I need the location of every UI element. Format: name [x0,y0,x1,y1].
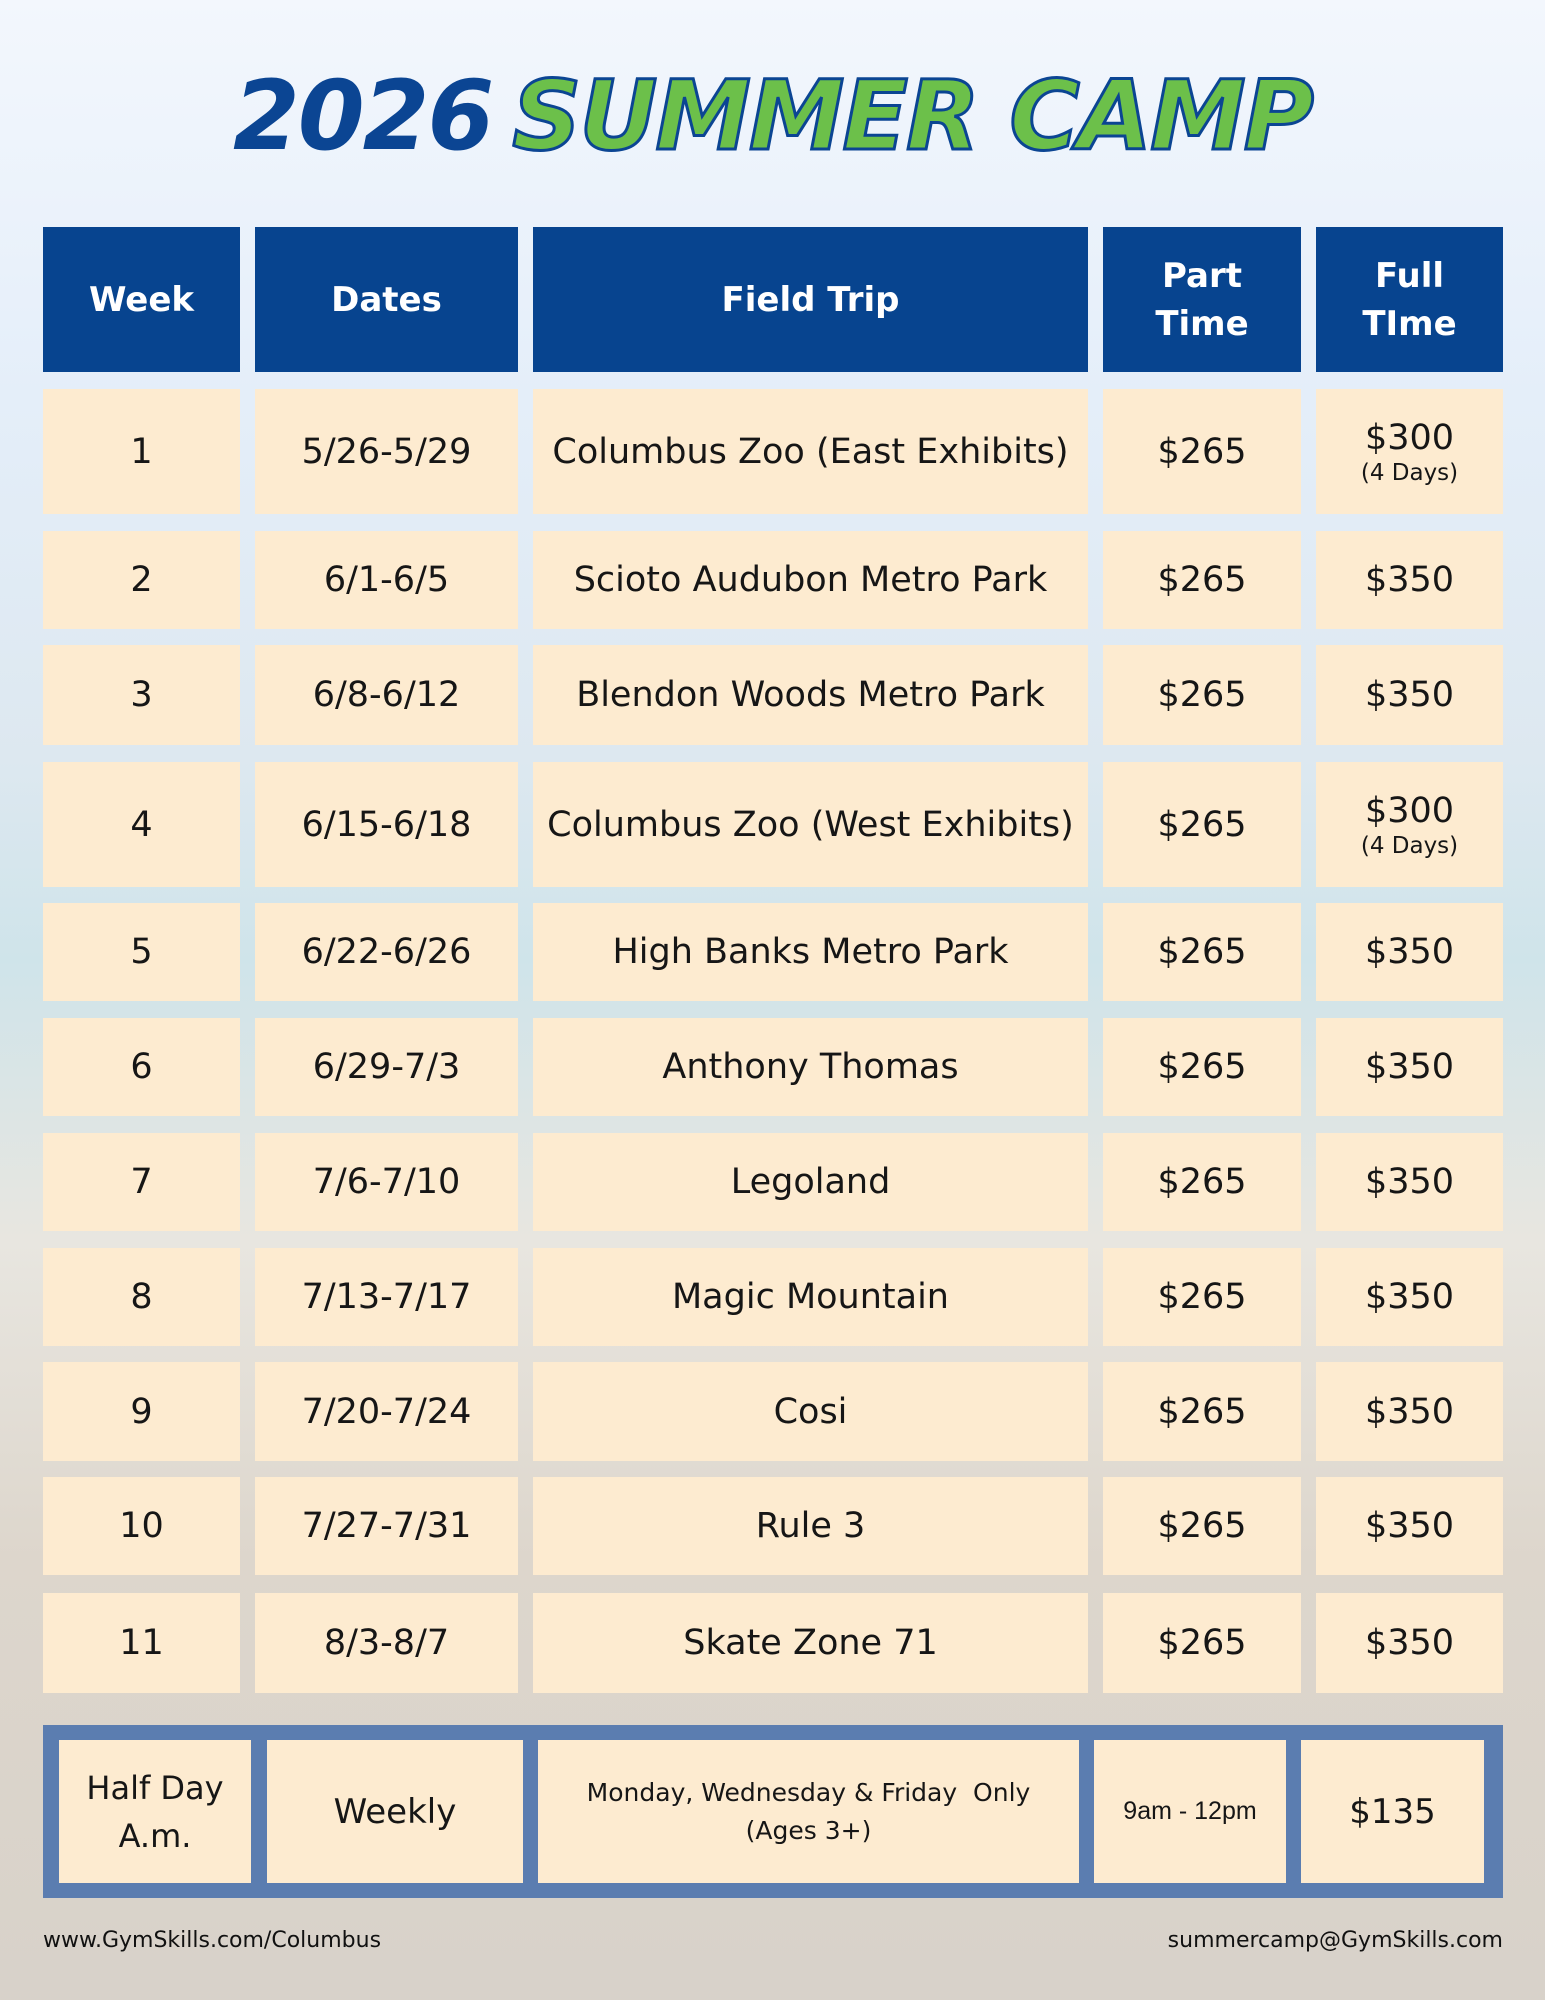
table-cell: Magic Mountain [533,1248,1088,1346]
half-day-hours: 9am - 12pm [1094,1740,1286,1883]
table-cell: $265 [1103,1248,1301,1346]
header-cell: Part Time [1103,227,1301,372]
table-cell: 3 [43,645,240,745]
table-cell: Cosi [533,1362,1088,1461]
table-cell: High Banks Metro Park [533,903,1088,1001]
title-name: SUMMER CAMP [511,59,1316,174]
table-cell: 2 [43,531,240,629]
table-cell: Skate Zone 71 [533,1593,1088,1693]
table-cell: 6/22-6/26 [255,903,518,1001]
table-cell: $350 [1316,1477,1503,1575]
days: Monday, Wednesday & Friday Only [586,1777,1031,1807]
header-cell: Week [43,227,240,372]
table-cell: 6 [43,1018,240,1116]
table-cell: 6/1-6/5 [255,531,518,629]
table-cell: 7/27-7/31 [255,1477,518,1575]
table-cell: $350 [1316,1248,1503,1346]
table-cell: Anthony Thomas [533,1018,1088,1116]
price: $300 [1364,417,1455,458]
table-cell: $350 [1316,531,1503,629]
table-cell: Columbus Zoo (East Exhibits) [533,389,1088,514]
price-note: (4 Days) [1360,832,1459,859]
table-cell: $265 [1103,645,1301,745]
table-cell: 10 [43,1477,240,1575]
table-cell: 7/20-7/24 [255,1362,518,1461]
table-cell: $350 [1316,1018,1503,1116]
table-cell: Scioto Audubon Metro Park [533,531,1088,629]
title-year: 2026 [233,60,494,172]
price-note: (4 Days) [1360,459,1459,486]
table-cell: $350 [1316,1133,1503,1231]
table-cell: 1 [43,389,240,514]
table-cell: $350 [1316,1362,1503,1461]
table-cell: 6/8-6/12 [255,645,518,745]
table-cell: 8/3-8/7 [255,1593,518,1693]
table-cell: $265 [1103,762,1301,887]
table-cell: $265 [1103,903,1301,1001]
half-day-frequency: Weekly [267,1740,523,1883]
table-cell: 4 [43,762,240,887]
table-cell: Columbus Zoo (West Exhibits) [533,762,1088,887]
table-cell: 7 [43,1133,240,1231]
table-cell: $300 (4 Days) [1316,762,1503,887]
table-cell: 7/13-7/17 [255,1248,518,1346]
half-day-label: Half Day A.m. [59,1740,251,1883]
table-cell: 7/6-7/10 [255,1133,518,1231]
table-cell: $265 [1103,1593,1301,1693]
table-cell: Legoland [533,1133,1088,1231]
table-cell: $265 [1103,1477,1301,1575]
header-cell: Field Trip [533,227,1088,372]
table-cell: 5 [43,903,240,1001]
table-cell: $350 [1316,903,1503,1001]
header-cell: Full TIme [1316,227,1503,372]
table-cell: Blendon Woods Metro Park [533,645,1088,745]
table-cell: 5/26-5/29 [255,389,518,514]
title: 2026 SUMMER CAMP [0,59,1545,174]
half-day-days: Monday, Wednesday & Friday Only (Ages 3+) [538,1740,1079,1883]
website: www.GymSkills.com/Columbus [43,1928,382,1953]
email: summercamp@GymSkills.com [1167,1928,1503,1953]
table-cell: $350 [1316,645,1503,745]
table-cell: $265 [1103,531,1301,629]
table-cell: $265 [1103,389,1301,514]
table-cell: $300 (4 Days) [1316,389,1503,514]
ages: (Ages 3+) [745,1815,872,1845]
header-cell: Dates [255,227,518,372]
table-cell: 11 [43,1593,240,1693]
table-cell: $265 [1103,1018,1301,1116]
table-cell: $265 [1103,1133,1301,1231]
table-cell: $265 [1103,1362,1301,1461]
table-cell: 6/15-6/18 [255,762,518,887]
table-cell: 8 [43,1248,240,1346]
half-day-price: $135 [1301,1740,1484,1883]
table-cell: $350 [1316,1593,1503,1693]
price: $300 [1364,790,1455,831]
table-cell: 9 [43,1362,240,1461]
table-cell: 6/29-7/3 [255,1018,518,1116]
table-cell: Rule 3 [533,1477,1088,1575]
